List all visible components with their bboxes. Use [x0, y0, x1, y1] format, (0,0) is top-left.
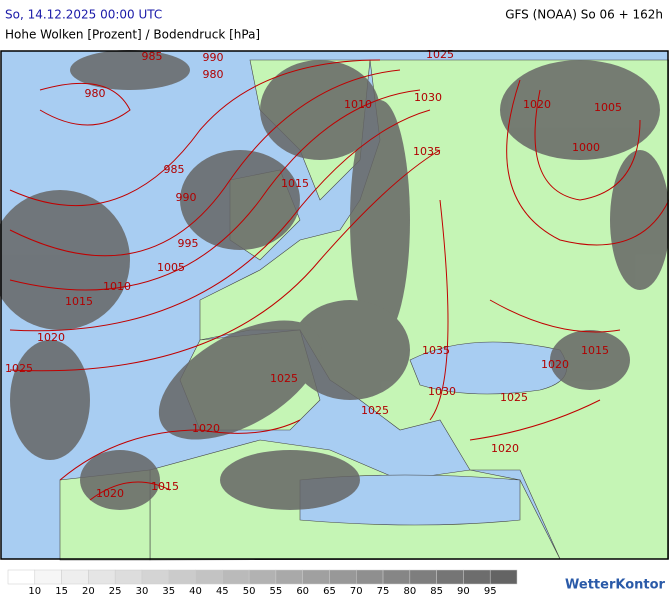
map-frame	[0, 50, 669, 560]
isobar-label: 985	[142, 50, 163, 63]
isobar-label: 1035	[413, 145, 441, 158]
legend-label: 70	[350, 586, 363, 597]
isobar-label: 995	[178, 237, 199, 250]
isobar-label: 1010	[103, 280, 131, 293]
legend-label: 40	[189, 586, 202, 597]
clouds	[0, 50, 669, 510]
isobar-label: 1015	[581, 344, 609, 357]
legend-label: 15	[55, 586, 68, 597]
legend-label: 60	[296, 586, 309, 597]
isobar-label: 1035	[422, 344, 450, 357]
isobar-label: 1020	[192, 422, 220, 435]
legend-swatch	[329, 569, 357, 585]
legend-swatch	[222, 569, 250, 585]
isobar-label: 1010	[344, 98, 372, 111]
isobars	[9, 59, 669, 501]
isobar-label: 1025	[5, 362, 33, 375]
legend-swatch	[382, 569, 411, 585]
legend-swatch	[436, 569, 464, 585]
legend-label: 90	[457, 586, 470, 597]
legend-swatch	[88, 569, 116, 585]
isobar-label: 1025	[270, 372, 298, 385]
legend-swatch	[275, 569, 303, 585]
map-title: Hohe Wolken [Prozent] / Bodendruck [hPa]	[5, 28, 260, 42]
legend-label: 25	[109, 586, 122, 597]
legend-swatch	[248, 569, 277, 585]
isobar-label: 1020	[491, 442, 519, 455]
isobar-label: 1030	[414, 91, 442, 104]
isobar-label: 985	[164, 163, 185, 176]
logo: WetterKontor	[565, 578, 666, 593]
isobar-label: 1030	[428, 385, 456, 398]
legend-label: 45	[216, 586, 229, 597]
isobar-label: 1015	[281, 177, 309, 190]
legend-swatch	[7, 569, 36, 585]
legend-swatch	[489, 569, 518, 585]
isobar-label: 1015	[151, 480, 179, 493]
isobar-label: 1025	[500, 391, 528, 404]
isobar-labels: 985 990 980 980 1025 1030 1010 1020 1005 1000 1035…	[5, 48, 622, 500]
legend-label: 50	[243, 586, 256, 597]
legend-swatch	[195, 569, 223, 585]
legend-label: 55	[270, 586, 283, 597]
legend-swatch	[61, 569, 89, 585]
legend-swatch	[463, 569, 491, 585]
legend-label: 95	[484, 586, 497, 597]
legend-swatch	[168, 569, 196, 585]
legend-label: 80	[403, 586, 416, 597]
legend-label: 65	[323, 586, 336, 597]
legend-label: 75	[377, 586, 390, 597]
legend-swatch	[409, 569, 437, 585]
isobar-label: 1000	[572, 141, 600, 154]
legend-swatch	[114, 569, 143, 585]
legend-label: 35	[162, 586, 175, 597]
legend-label: 10	[28, 586, 41, 597]
legend-swatch	[302, 569, 330, 585]
legend-label: 85	[430, 586, 443, 597]
isobar-label: 1020	[96, 487, 124, 500]
isobar-label: 1020	[37, 331, 65, 344]
isobar-label: 980	[203, 68, 224, 81]
legend-label: 20	[82, 586, 95, 597]
isobar-label: 1015	[65, 295, 93, 308]
isobar-label: 980	[85, 87, 106, 100]
map: 985 990 980 980 1025 1030 1010 1020 1005 1000 1035…	[0, 48, 669, 561]
legend-label: 30	[136, 586, 149, 597]
isobar-label: 990	[203, 51, 224, 64]
legend: 10 15 20 25 30 35 40 45 50 55 60 65 70 75 80 85 90 95	[7, 569, 518, 597]
date-label: So, 14.12.2025 00:00 UTC	[5, 8, 162, 22]
isobar-label: 1005	[594, 101, 622, 114]
isobar-label: 1005	[157, 261, 185, 274]
model-label: GFS (NOAA) So 06 + 162h	[505, 8, 663, 22]
legend-swatch	[141, 569, 169, 585]
isobar-label: 1025	[361, 404, 389, 417]
isobar-label: 1025	[426, 48, 454, 61]
isobar-label: 1020	[523, 98, 551, 111]
isobar-label: 990	[176, 191, 197, 204]
legend-swatch	[34, 569, 62, 585]
isobar-label: 1020	[541, 358, 569, 371]
legend-swatch	[356, 569, 384, 585]
